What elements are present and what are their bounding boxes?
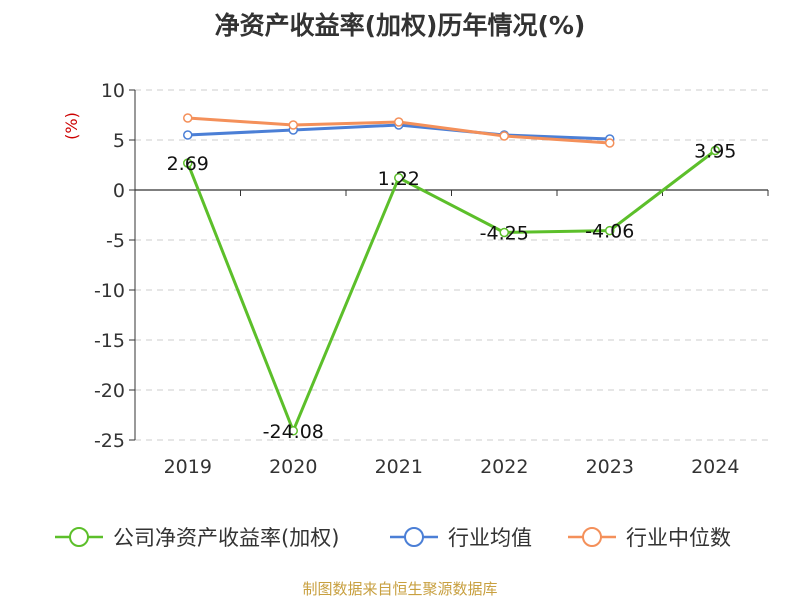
data-label: -4.25 bbox=[480, 223, 529, 245]
x-tick-label: 2023 bbox=[586, 456, 634, 478]
series-point-2 bbox=[183, 113, 193, 123]
series-point-0 bbox=[183, 158, 193, 168]
y-tick-label: -25 bbox=[94, 430, 125, 452]
x-tick-label: 2021 bbox=[375, 456, 423, 478]
series-point-0 bbox=[710, 145, 720, 156]
chart-title: 净资产收益率(加权)历年情况(%) bbox=[214, 11, 586, 40]
legend-marker bbox=[404, 527, 424, 547]
x-tick-label: 2020 bbox=[269, 456, 317, 478]
data-label: 1.22 bbox=[378, 168, 420, 190]
x-tick-label: 2022 bbox=[480, 456, 528, 478]
y-tick-label: 0 bbox=[113, 180, 125, 202]
series-line-0 bbox=[186, 149, 717, 433]
data-label: 2.69 bbox=[167, 153, 209, 175]
series-point-0 bbox=[394, 173, 404, 183]
legend-label: 公司净资产收益率(加权) bbox=[113, 526, 339, 550]
y-tick-label: -10 bbox=[94, 280, 125, 302]
grid-lines bbox=[135, 89, 768, 441]
series-point-2 bbox=[288, 120, 298, 130]
series-point-1 bbox=[183, 130, 193, 140]
legend-label: 行业中位数 bbox=[626, 526, 731, 550]
data-label: -24.08 bbox=[263, 421, 324, 443]
series-lines bbox=[183, 113, 720, 436]
series-point-2 bbox=[394, 117, 404, 127]
y-axis-unit: (%) bbox=[62, 112, 81, 140]
series-point-0 bbox=[499, 227, 509, 238]
series-point-2 bbox=[605, 138, 615, 148]
data-label: -4.06 bbox=[585, 221, 634, 243]
data-label: 3.95 bbox=[694, 141, 736, 163]
y-tick-label: -20 bbox=[94, 380, 125, 402]
series-point-0 bbox=[288, 426, 298, 436]
legend-marker bbox=[582, 527, 602, 547]
legend-marker bbox=[69, 527, 89, 547]
x-tick-label: 2019 bbox=[164, 456, 212, 478]
y-tick-label: -15 bbox=[94, 330, 125, 352]
x-tick-label: 2024 bbox=[691, 456, 739, 478]
legend: 公司净资产收益率(加权) 行业均值 行业中位数 bbox=[55, 526, 731, 550]
data-labels: 2.69 -24.08 1.22 -4.25 -4.06 3.95 bbox=[167, 141, 737, 443]
legend-label: 行业均值 bbox=[448, 526, 532, 550]
y-tick-label: 10 bbox=[101, 80, 125, 102]
y-tick-label: -5 bbox=[106, 230, 125, 252]
series-point-2 bbox=[499, 131, 509, 141]
series-point-0 bbox=[605, 225, 615, 236]
source-note: 制图数据来自恒生聚源数据库 bbox=[302, 580, 498, 598]
y-tick-label: 5 bbox=[113, 130, 125, 152]
